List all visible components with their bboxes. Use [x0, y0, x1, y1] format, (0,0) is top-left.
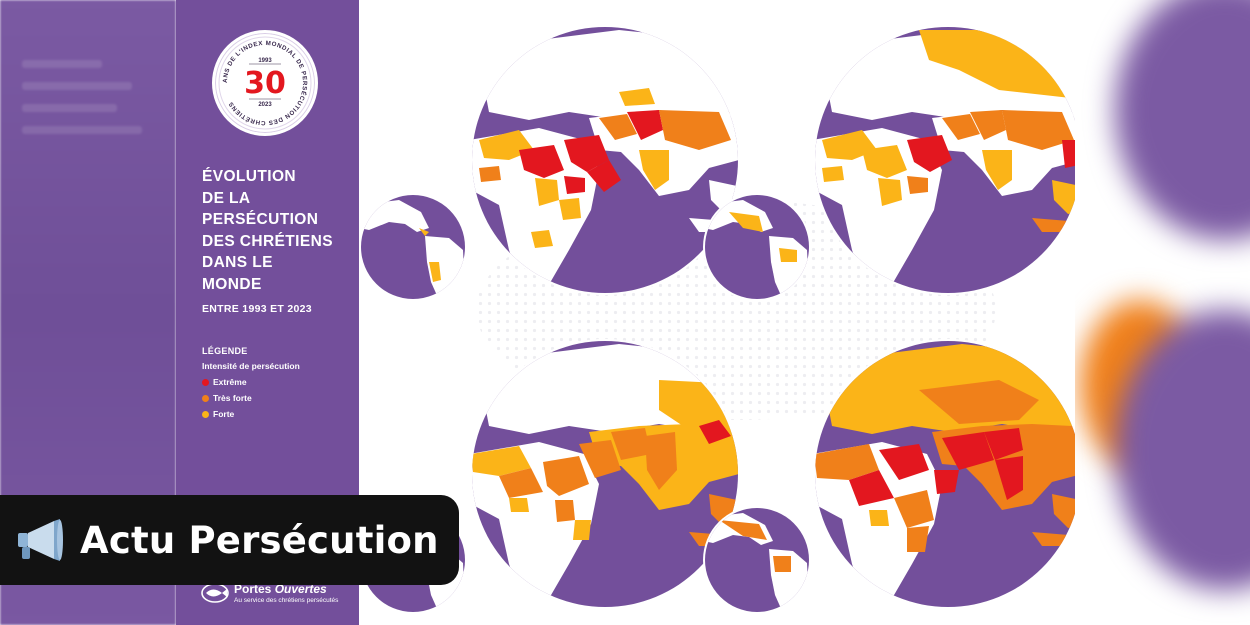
legend-subtitle: Intensité de persécution — [202, 361, 300, 371]
legend-item-extreme: Extrême — [202, 377, 300, 387]
title-line: DE LA — [202, 189, 251, 207]
badge-number: 30 — [244, 66, 286, 101]
title-line: DANS LE — [202, 254, 273, 271]
legend-label: Extrême — [213, 377, 247, 387]
legend-label: Forte — [213, 409, 235, 419]
poster-title: ÉVOLUTION DE LA PERSÉCUTION DES CHRÉTIEN… — [202, 166, 352, 315]
megaphone-icon — [18, 519, 63, 561]
badge-year-start: 1993 — [258, 58, 272, 64]
title-line: DES CHRÉTIENS — [202, 232, 333, 250]
map-2003: 2003 — [703, 25, 1075, 301]
logo-name: Portes Ouvertes — [234, 582, 338, 596]
globe-land — [472, 344, 738, 606]
fish-door-icon — [201, 583, 229, 603]
blurred-background-right — [1075, 0, 1250, 625]
portes-ouvertes-logo: Portes Ouvertes Au service des chrétiens… — [200, 582, 338, 604]
legend-swatch — [202, 394, 209, 402]
anniversary-badge: ANS DE L'INDEX MONDIAL DE PERSÉCUTION DE… — [212, 30, 318, 136]
legend-label: Très forte — [213, 393, 252, 403]
legend-swatch — [202, 378, 209, 386]
title-line: MONDE — [202, 275, 262, 293]
legend-swatch — [202, 410, 209, 418]
logo-tagline: Au service des chrétiens persécutés — [234, 597, 339, 604]
legend: LÉGENDE Intensité de persécution Extrême… — [202, 346, 300, 419]
legend-title: LÉGENDE — [202, 346, 248, 356]
banner-title: Actu Persécution — [80, 518, 439, 562]
legend-item-strong: Forte — [202, 409, 300, 419]
logo-name-part2: Ouvertes — [274, 582, 327, 596]
globe-maps: 1993 — [359, 25, 1075, 614]
title-line: ÉVOLUTION — [202, 168, 297, 185]
poster-subtitle: ENTRE 1993 ET 2023 — [202, 303, 312, 315]
legend-item-very-strong: Très forte — [202, 393, 300, 403]
map-2023: 2023 — [703, 339, 1075, 614]
news-category-banner[interactable]: Actu Persécution — [0, 495, 459, 585]
badge-year-end: 2023 — [258, 102, 272, 108]
logo-name-part1: Portes — [234, 582, 272, 596]
title-line: PERSÉCUTION — [202, 211, 319, 228]
badge-graphic: ANS DE L'INDEX MONDIAL DE PERSÉCUTION DE… — [218, 36, 312, 130]
map-1993: 1993 — [359, 25, 805, 301]
